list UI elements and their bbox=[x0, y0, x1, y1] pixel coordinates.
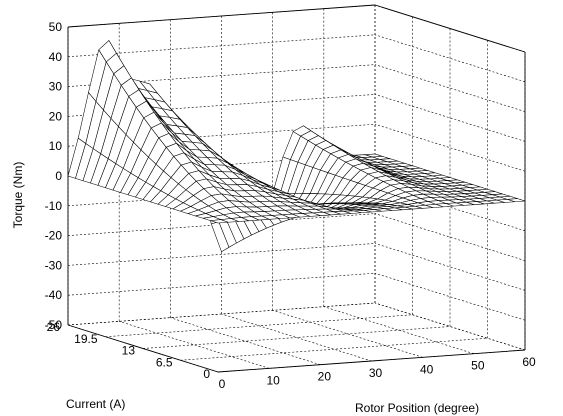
surface-mesh bbox=[67, 40, 526, 252]
x-axis-label: Rotor Position (degree) bbox=[355, 401, 479, 415]
y-tick-label: 6.5 bbox=[156, 355, 173, 369]
y-tick-label: 13 bbox=[122, 344, 136, 358]
y-axis-label: Current (A) bbox=[66, 397, 125, 411]
z-tick-label: 10 bbox=[49, 139, 63, 153]
z-axis-label: Torque (Nm) bbox=[11, 162, 25, 229]
grid-line bbox=[67, 64, 376, 87]
x-tick-label: 10 bbox=[266, 373, 280, 387]
z-tick-label: -30 bbox=[45, 258, 63, 272]
grid-line bbox=[119, 321, 270, 369]
y-tick-label: 19.5 bbox=[74, 332, 98, 346]
y-axis-line bbox=[67, 324, 219, 373]
axis-layer bbox=[67, 4, 526, 373]
grid-line bbox=[180, 337, 488, 361]
x-tick-label: 20 bbox=[318, 370, 332, 384]
z-tick-label: 40 bbox=[49, 50, 63, 64]
x-tick-label: 30 bbox=[369, 366, 383, 380]
x-tick-label: 0 bbox=[219, 377, 226, 391]
z-tick-label: 20 bbox=[49, 109, 63, 123]
z-tick-label: 30 bbox=[49, 80, 63, 94]
tick-layer: -50 -40 -30 -20 -10 0 10 20 30 40 50 0 10 20 30 40 50 60 0… bbox=[45, 20, 536, 391]
z-tick-label: 0 bbox=[55, 169, 62, 183]
z-tick-label: -40 bbox=[45, 288, 63, 302]
y-tick-label: 26 bbox=[47, 320, 61, 334]
grid-line bbox=[67, 123, 376, 147]
grid-line bbox=[105, 314, 413, 338]
x-tick-label: 60 bbox=[522, 355, 536, 369]
grid-line bbox=[67, 302, 376, 326]
mesh-cell bbox=[210, 219, 229, 224]
x-tick-label: 40 bbox=[420, 362, 434, 376]
box-top-right bbox=[374, 4, 526, 53]
z-tick-label: -10 bbox=[45, 199, 63, 213]
z-tick-label: -20 bbox=[45, 229, 63, 243]
box-top-back bbox=[67, 4, 376, 28]
x-axis-line bbox=[217, 349, 526, 373]
x-tick-label: 50 bbox=[471, 359, 485, 373]
z-tick-label: 50 bbox=[49, 20, 63, 34]
y-tick-label: 0 bbox=[203, 367, 210, 381]
grid-line bbox=[170, 317, 321, 365]
grid-line bbox=[67, 243, 376, 266]
grid-line bbox=[142, 326, 451, 349]
z-tick-label: -50 bbox=[45, 318, 63, 332]
